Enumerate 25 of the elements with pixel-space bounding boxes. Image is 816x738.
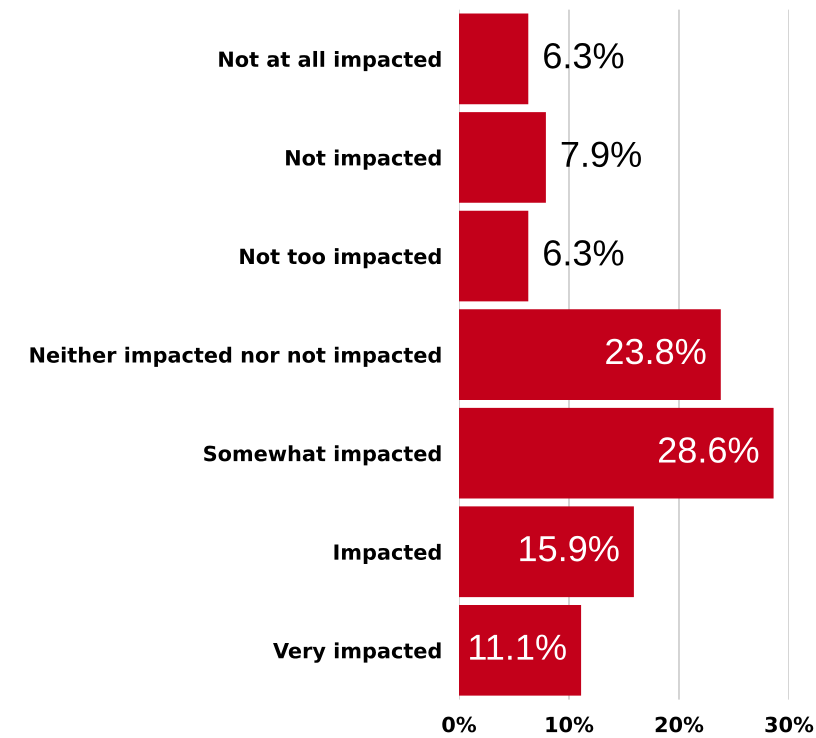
y-tick-label: Not at all impacted [219, 50, 441, 72]
bar [459, 604, 582, 696]
data-label: 7.9% [562, 142, 641, 168]
data-label: 6.3% [544, 240, 624, 266]
x-tick-label: 20% [656, 716, 704, 732]
y-tick-label: Not impacted [286, 150, 441, 170]
y-tick-label: Impacted [334, 544, 441, 564]
x-tick-label: 10% [546, 716, 594, 732]
bar [459, 309, 721, 400]
y-tick-label: Somewhat impacted [204, 445, 441, 466]
data-label: 11.1% [470, 634, 566, 660]
bar [459, 408, 774, 499]
data-label: 15.9% [520, 536, 619, 562]
x-tick-label: 30% [765, 716, 814, 732]
data-label: 23.8% [606, 338, 706, 364]
y-tick-label: Neither impacted nor not impacted [30, 346, 441, 367]
data-label: 28.6% [659, 437, 758, 463]
bar [459, 210, 528, 302]
bar [459, 506, 634, 598]
y-tick-label: Very impacted [273, 642, 441, 663]
y-tick-label: Not too impacted [240, 248, 441, 268]
bar [459, 14, 528, 104]
bar [459, 112, 546, 203]
data-label: 6.3% [544, 43, 624, 69]
x-tick-label: 0% [442, 716, 476, 732]
